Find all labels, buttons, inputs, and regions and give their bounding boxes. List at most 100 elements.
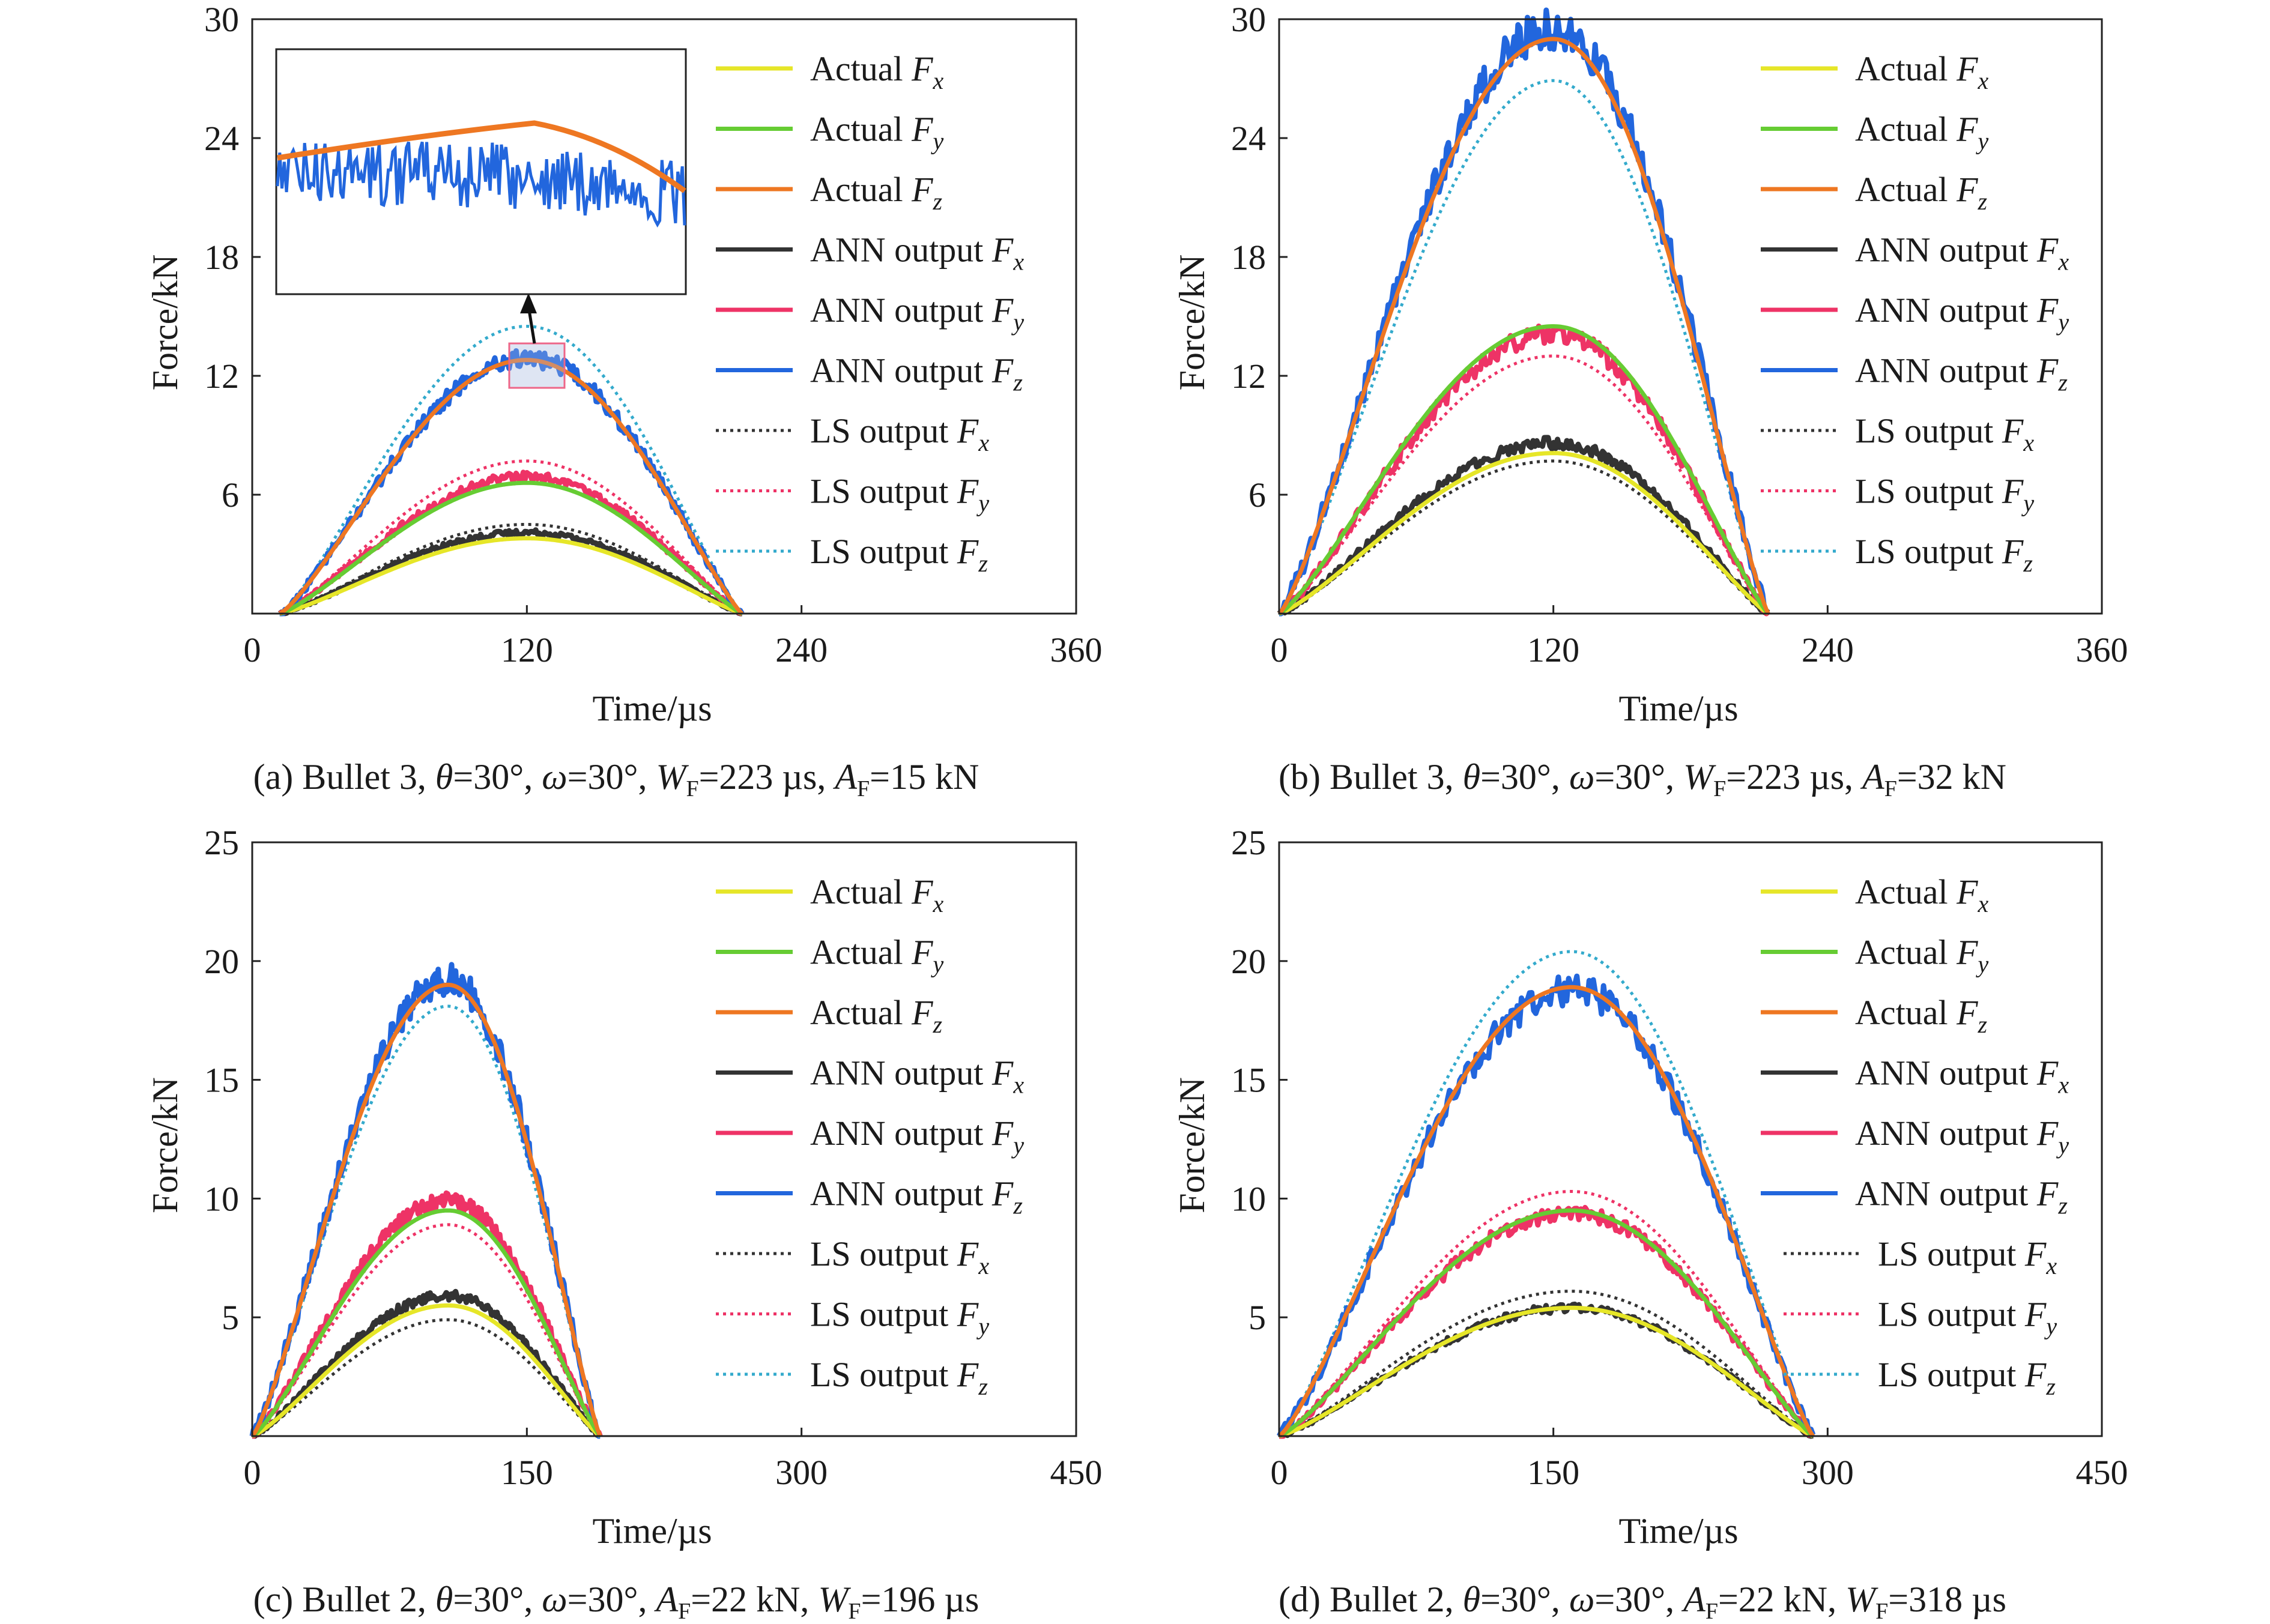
series-actual-fy xyxy=(1278,1208,1815,1438)
legend-entry: LS output Fx xyxy=(1855,411,2034,456)
series-ls-output-fz xyxy=(279,325,743,615)
x-tick-label: 120 xyxy=(1527,630,1579,669)
legend-entry: LS output Fz xyxy=(810,1355,988,1400)
y-tick-label: 5 xyxy=(1248,1298,1266,1337)
series-actual-fz xyxy=(279,358,744,616)
zoom-region-box xyxy=(508,342,566,389)
legend-entry: ANN output Fy xyxy=(1855,1114,2069,1159)
series-actual-fy xyxy=(279,480,743,616)
series-ls-output-fx xyxy=(1279,459,1769,615)
legend-entry: LS output Fz xyxy=(1855,532,2033,577)
legend-entry: LS output Fx xyxy=(1878,1234,2057,1279)
legend-entry: Actual Fx xyxy=(1855,872,1989,917)
legend-entry: ANN output Fx xyxy=(810,1054,1024,1099)
chart-panel-b: 0 120 240 360 6 12 18 24 30 Time/µs Force/kN Actual… xyxy=(1172,0,2128,801)
legend-entry: LS output Fx xyxy=(810,1234,989,1279)
series-actual-fy xyxy=(251,1208,602,1438)
series-ls-output-fx xyxy=(1279,1290,1814,1438)
y-tick-label: 30 xyxy=(204,0,239,39)
legend-entry: ANN output Fy xyxy=(1855,291,2069,336)
x-tick-label: 300 xyxy=(1802,1453,1854,1492)
legend-entry: ANN output Fy xyxy=(810,291,1024,336)
y-tick-label: 30 xyxy=(1231,0,1266,39)
legend-entry: LS output Fz xyxy=(1878,1355,2056,1400)
x-tick-label: 360 xyxy=(1050,630,1103,669)
y-tick-label: 25 xyxy=(204,823,239,862)
y-axis-label: Force/kN xyxy=(145,255,185,391)
legend-entry: Actual Fx xyxy=(810,872,944,917)
x-tick-label: 150 xyxy=(1527,1453,1579,1492)
x-axis-label: Time/µs xyxy=(1618,689,1738,728)
x-tick-label: 0 xyxy=(1271,630,1288,669)
legend-entry: ANN output Fz xyxy=(810,351,1023,396)
legend-entry: LS output Fz xyxy=(810,532,988,577)
x-axis-label: Time/µs xyxy=(592,1511,712,1551)
x-tick-label: 360 xyxy=(2076,630,2128,669)
inset-actual-fz-trace xyxy=(277,120,686,193)
legend-entry: Actual Fz xyxy=(1855,170,1988,215)
legend-entry: Actual Fz xyxy=(1855,993,1988,1038)
y-tick-label: 20 xyxy=(204,942,239,981)
series-actual-fz xyxy=(250,982,602,1438)
series-actual-fx xyxy=(251,1303,602,1438)
y-tick-label: 10 xyxy=(1231,1179,1266,1218)
x-tick-label: 450 xyxy=(2076,1453,2128,1492)
y-tick-label: 18 xyxy=(1231,238,1266,277)
y-tick-label: 15 xyxy=(204,1061,239,1100)
x-tick-label: 240 xyxy=(775,630,828,669)
panel-caption: (a) Bullet 3, θ=30°, ω=30°, WF=223 µs, A… xyxy=(253,757,979,801)
series-ann-output-fx xyxy=(250,1288,602,1439)
y-tick-label: 15 xyxy=(1231,1061,1266,1100)
chart-panel-d: 0 150 300 450 5 10 15 20 25 Time/µs Force/kN Actual… xyxy=(1172,823,2128,1624)
y-axis-label: Force/kN xyxy=(1172,1077,1212,1213)
series-ls-output-fx xyxy=(252,1318,601,1438)
series-ann-output-fz xyxy=(1276,973,1816,1438)
x-tick-label: 0 xyxy=(244,630,261,669)
y-tick-label: 6 xyxy=(1248,475,1266,515)
y-axis-label: Force/kN xyxy=(145,1077,185,1213)
legend-entry: Actual Fx xyxy=(810,49,944,94)
inset-ann-fz-trace xyxy=(276,141,686,228)
x-tick-label: 120 xyxy=(501,630,553,669)
panel-caption: (b) Bullet 3, θ=30°, ω=30°, WF=223 µs, A… xyxy=(1279,757,2006,801)
series-actual-fz xyxy=(1277,37,1770,615)
series-ann-output-fy xyxy=(278,469,743,617)
chart-panel-c: 0 150 300 450 5 10 15 20 25 Time/µs Force/kN Actual… xyxy=(145,823,1103,1624)
series-ann-output-fx xyxy=(277,527,743,617)
plot-frame xyxy=(1278,18,2103,615)
series-ls-output-fy xyxy=(1278,1190,1814,1438)
legend: Actual Fx Actual Fy Actual Fz ANN output Fx… xyxy=(716,49,1024,577)
legend-entry: ANN output Fx xyxy=(1855,1054,2069,1099)
legend: Actual Fx Actual Fy Actual Fz ANN output Fx… xyxy=(1761,872,2069,1400)
series-ls-output-fy xyxy=(251,1223,602,1438)
legend-entry: LS output Fy xyxy=(1878,1295,2057,1340)
y-tick-label: 24 xyxy=(1231,119,1266,158)
legend-entry: Actual Fz xyxy=(810,993,943,1038)
y-tick-label: 25 xyxy=(1231,823,1266,862)
zoom-arrow-head xyxy=(520,293,537,313)
legend-entry: ANN output Fx xyxy=(810,231,1024,276)
y-axis-label: Force/kN xyxy=(1172,255,1212,391)
legend-entry: Actual Fy xyxy=(1855,110,1989,155)
x-tick-label: 240 xyxy=(1802,630,1854,669)
x-tick-label: 0 xyxy=(244,1453,261,1492)
legend-entry: Actual Fx xyxy=(1855,49,1989,94)
y-tick-label: 12 xyxy=(1231,357,1266,396)
plot-frame xyxy=(251,841,1077,1437)
legend-entry: ANN output Fx xyxy=(1855,231,2069,276)
panel-caption: (c) Bullet 2, θ=30°, ω=30°, AF=22 kN, WF… xyxy=(253,1580,979,1624)
series-actual-fx xyxy=(1279,1305,1814,1438)
x-tick-label: 450 xyxy=(1050,1453,1103,1492)
series-actual-fx xyxy=(279,536,743,616)
legend-entry: Actual Fy xyxy=(810,933,944,978)
legend: Actual Fx Actual Fy Actual Fz ANN output Fx… xyxy=(1761,49,2069,577)
plot-frame xyxy=(1278,841,2103,1437)
legend-entry: LS output Fy xyxy=(810,1295,989,1340)
plot-frame xyxy=(251,18,1077,615)
series-actual-fy xyxy=(1278,324,1770,616)
legend-entry: ANN output Fz xyxy=(810,1174,1023,1219)
series-ann-output-fx xyxy=(1277,435,1770,616)
legend-entry: ANN output Fy xyxy=(810,1114,1024,1159)
legend-entry: ANN output Fz xyxy=(1855,351,2068,396)
